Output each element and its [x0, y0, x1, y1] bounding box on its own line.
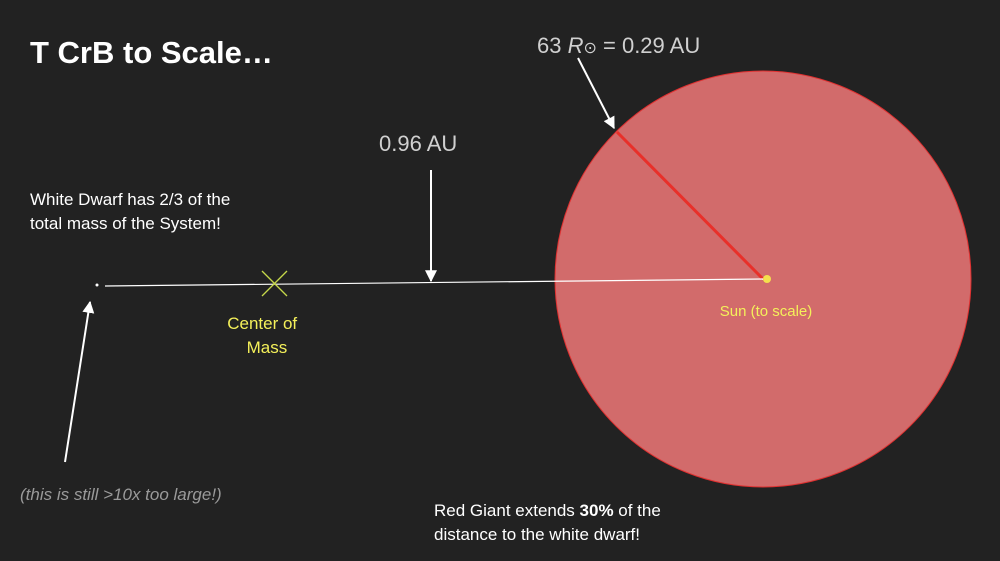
title: T CrB to Scale…	[30, 35, 273, 70]
label-line: Center of	[227, 314, 297, 333]
white-dwarf-caption: (this is still >10x too large!)	[20, 485, 222, 504]
white-dwarf	[95, 283, 99, 287]
radius-line	[615, 130, 765, 281]
sun-symbol: ⊙	[583, 40, 596, 57]
center-of-mass-label: Center of Mass	[0, 0, 321, 357]
white-dwarf-arrow	[64, 300, 95, 463]
radius-value: 63	[537, 33, 568, 58]
label-line: Mass	[247, 338, 288, 357]
note-line: distance to the white dwarf!	[434, 525, 640, 544]
radius-au: = 0.29 AU	[597, 33, 700, 58]
separation-line	[104, 278, 764, 287]
radius-symbol: R	[568, 33, 584, 58]
note-text: Red Giant extends	[434, 501, 580, 520]
note-text: of the	[614, 501, 661, 520]
radius-label: 63 R⊙ = 0.29 AU	[537, 33, 700, 58]
radius-arrow	[577, 57, 615, 130]
note-line: Red Giant extends 30% of the	[434, 501, 661, 520]
sun	[763, 275, 771, 283]
note-line: White Dwarf has 2/3 of the	[30, 190, 230, 209]
distance-label: 0.96 AU	[379, 131, 457, 156]
note-emphasis: 30%	[580, 501, 614, 520]
red-giant-note: Red Giant extends 30% of the distance to…	[434, 501, 661, 544]
center-of-mass-marker	[261, 270, 288, 297]
sun-label: Sun (to scale)	[720, 303, 813, 320]
note-line: total mass of the System!	[30, 214, 221, 233]
white-dwarf-note: White Dwarf has 2/3 of the total mass of…	[0, 0, 254, 233]
